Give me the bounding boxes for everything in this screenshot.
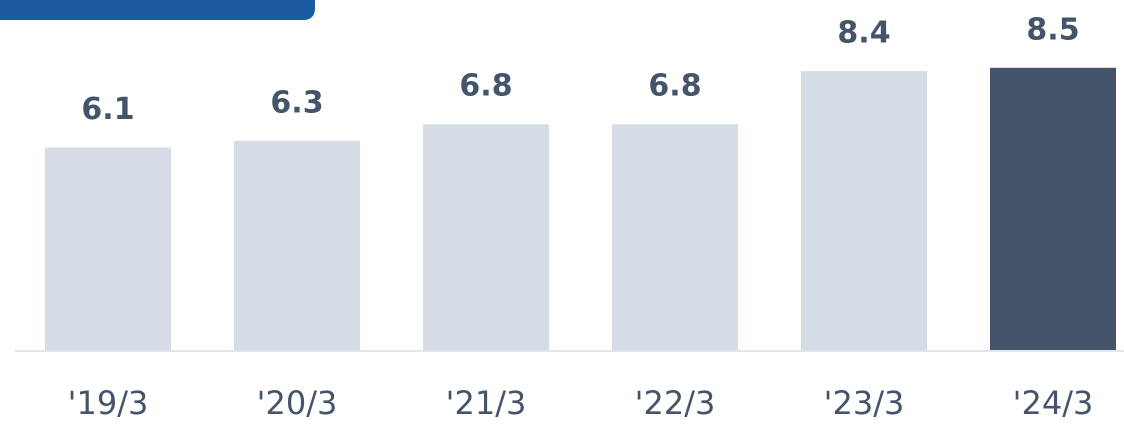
bar — [234, 140, 360, 350]
value-label: 6.3 — [270, 85, 323, 120]
value-label: 8.5 — [1026, 12, 1079, 47]
bar — [423, 124, 549, 351]
bar — [45, 147, 171, 350]
bar — [990, 67, 1116, 351]
value-label: 6.8 — [459, 69, 512, 104]
x-tick-label: '20/3 — [257, 384, 338, 422]
value-label: 8.4 — [837, 16, 890, 51]
x-tick-label: '19/3 — [68, 384, 149, 422]
bar — [612, 124, 738, 351]
header-tab — [0, 0, 315, 20]
bar — [801, 71, 927, 351]
value-label: 6.8 — [648, 69, 701, 104]
x-tick-label: '24/3 — [1013, 384, 1094, 422]
x-tick-label: '21/3 — [446, 384, 527, 422]
x-tick-label: '22/3 — [635, 384, 716, 422]
value-label: 6.1 — [81, 92, 134, 127]
x-tick-label: '23/3 — [824, 384, 905, 422]
